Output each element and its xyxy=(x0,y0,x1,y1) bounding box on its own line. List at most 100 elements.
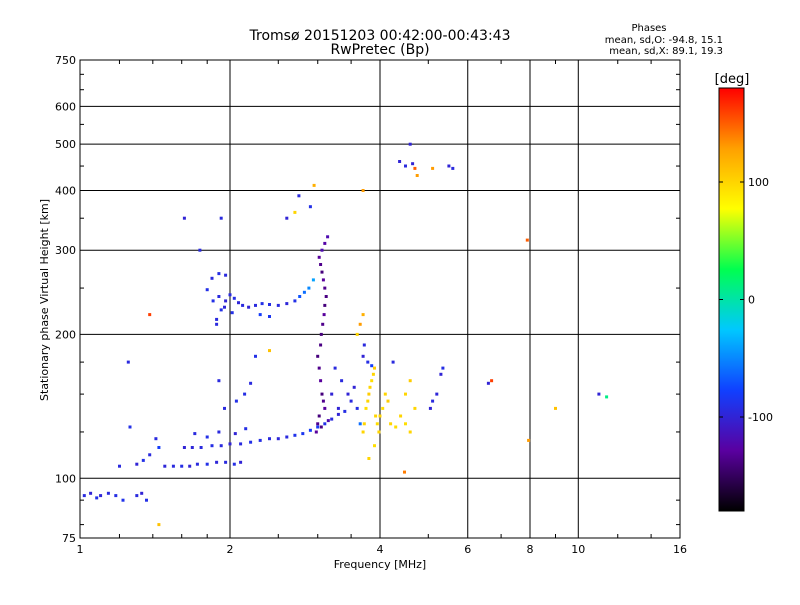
data-point-0-162 xyxy=(361,313,365,317)
data-point-0-170 xyxy=(404,164,407,168)
data-point-0-104 xyxy=(319,263,323,266)
y-tick-label-4: 400 xyxy=(55,184,76,197)
data-point-0-81 xyxy=(224,273,228,277)
data-point-0-125 xyxy=(362,422,366,426)
data-point-0-92 xyxy=(319,379,323,383)
data-point-0-172 xyxy=(413,166,417,170)
data-point-0-161 xyxy=(358,322,362,326)
data-point-0-82 xyxy=(211,299,215,303)
data-point-0-62 xyxy=(224,299,228,303)
data-point-0-31 xyxy=(190,446,194,449)
data-point-0-171 xyxy=(411,162,415,166)
chart-subtitle: RwPretec (Bp) xyxy=(330,42,429,58)
data-point-0-48 xyxy=(336,412,340,416)
data-point-0-25 xyxy=(205,462,209,466)
data-point-0-94 xyxy=(321,399,325,403)
data-point-0-35 xyxy=(228,442,232,446)
data-point-0-133 xyxy=(374,414,378,418)
data-point-0-169 xyxy=(398,160,402,163)
data-point-0-141 xyxy=(394,425,398,429)
data-point-0-110 xyxy=(317,414,321,418)
data-point-0-69 xyxy=(260,302,264,306)
data-point-0-27 xyxy=(224,460,228,464)
data-point-0-108 xyxy=(326,235,330,239)
data-point-0-91 xyxy=(317,366,321,370)
data-point-0-151 xyxy=(362,343,366,347)
data-point-0-79 xyxy=(210,276,214,280)
x-tick-label-4: 8 xyxy=(527,543,534,556)
data-point-0-116 xyxy=(333,366,337,370)
data-point-0-106 xyxy=(320,248,324,252)
data-point-0-6 xyxy=(121,498,125,502)
data-point-0-131 xyxy=(371,372,375,376)
y-tick-label-1: 100 xyxy=(55,472,76,485)
x-tick-label-1: 2 xyxy=(227,543,234,556)
data-point-0-109 xyxy=(319,343,323,347)
data-point-0-179 xyxy=(486,381,490,385)
data-point-0-85 xyxy=(230,311,234,315)
data-point-0-95 xyxy=(323,406,327,410)
data-point-0-74 xyxy=(298,295,302,298)
data-point-0-42 xyxy=(293,433,297,437)
data-point-0-54 xyxy=(244,427,248,431)
stats-line-o: mean, sd,O: -94.8, 15.1 xyxy=(605,35,723,46)
data-point-0-90 xyxy=(316,354,320,358)
data-point-0-41 xyxy=(285,435,289,439)
data-point-0-164 xyxy=(285,216,289,220)
data-point-0-124 xyxy=(361,430,365,434)
data-point-0-128 xyxy=(367,392,371,396)
data-point-0-182 xyxy=(554,406,557,410)
data-point-0-51 xyxy=(205,435,209,439)
data-point-0-102 xyxy=(321,278,325,282)
data-point-0-166 xyxy=(293,210,297,214)
data-point-0-148 xyxy=(367,457,371,460)
data-point-0-5 xyxy=(114,494,118,498)
data-point-0-174 xyxy=(431,166,435,170)
data-point-0-75 xyxy=(302,290,306,294)
y-tick-label-5: 500 xyxy=(55,138,76,151)
data-point-0-181 xyxy=(527,438,531,442)
data-point-0-105 xyxy=(317,255,321,259)
data-point-0-84 xyxy=(223,305,226,309)
data-point-0-138 xyxy=(383,392,387,396)
data-point-0-30 xyxy=(182,446,186,449)
data-point-0-58 xyxy=(249,381,253,385)
data-point-0-53 xyxy=(233,432,237,436)
data-point-0-168 xyxy=(308,205,312,209)
data-point-0-135 xyxy=(377,430,381,434)
data-point-0-129 xyxy=(368,385,372,389)
data-point-0-18 xyxy=(148,453,152,457)
x-tick-label-5: 10 xyxy=(571,543,585,556)
data-point-0-167 xyxy=(219,216,223,220)
data-point-0-156 xyxy=(431,399,435,403)
data-point-0-96 xyxy=(319,332,323,336)
data-point-0-155 xyxy=(428,406,432,410)
data-point-0-112 xyxy=(314,430,318,434)
x-tick-label-3: 6 xyxy=(464,543,471,556)
colorbar-tick-label-0: 100 xyxy=(748,176,769,189)
data-point-0-120 xyxy=(349,399,353,403)
data-point-0-56 xyxy=(234,399,238,403)
data-point-0-158 xyxy=(439,372,443,376)
data-point-0-176 xyxy=(451,166,455,170)
data-point-0-39 xyxy=(268,437,271,441)
data-point-0-118 xyxy=(340,379,344,383)
data-point-0-183 xyxy=(597,392,601,396)
data-point-0-127 xyxy=(366,399,370,403)
data-point-0-38 xyxy=(258,438,262,442)
data-point-0-140 xyxy=(389,422,393,426)
data-point-0-93 xyxy=(320,392,324,396)
data-point-0-55 xyxy=(223,406,226,410)
data-point-0-137 xyxy=(381,406,385,410)
data-point-0-16 xyxy=(135,462,139,466)
x-tick-label-2: 4 xyxy=(377,543,384,556)
data-point-0-24 xyxy=(195,462,199,466)
x-tick-label-0: 1 xyxy=(77,543,84,556)
data-point-0-157 xyxy=(435,392,439,396)
data-point-0-142 xyxy=(399,414,403,418)
data-point-0-147 xyxy=(408,430,412,434)
y-tick-label-2: 200 xyxy=(55,328,76,341)
data-point-0-23 xyxy=(188,464,192,468)
data-point-0-134 xyxy=(375,422,379,426)
